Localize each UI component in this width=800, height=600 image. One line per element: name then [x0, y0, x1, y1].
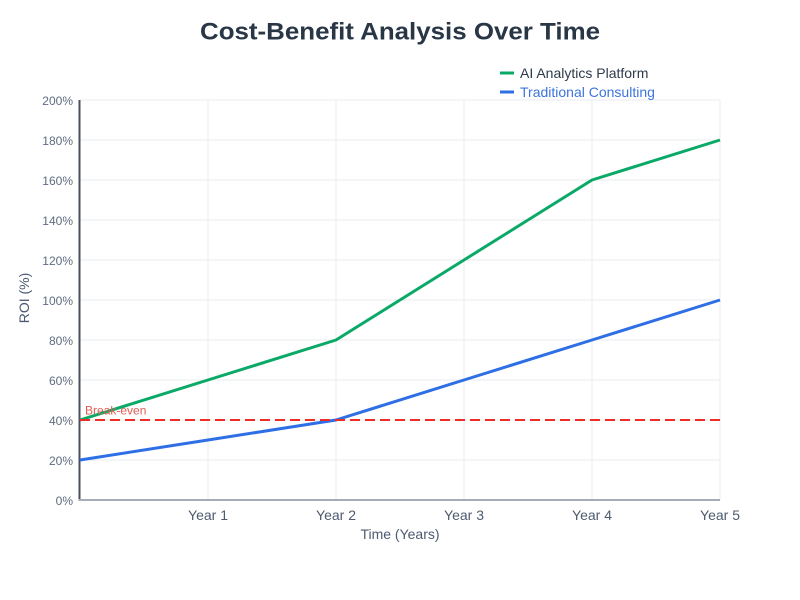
- svg-text:Year 5: Year 5: [700, 507, 740, 523]
- svg-text:120%: 120%: [42, 254, 73, 268]
- svg-text:Year 3: Year 3: [444, 507, 484, 523]
- svg-text:40%: 40%: [49, 414, 73, 428]
- svg-text:20%: 20%: [49, 454, 73, 468]
- svg-text:0%: 0%: [56, 494, 74, 508]
- svg-text:Year 1: Year 1: [188, 507, 228, 523]
- svg-text:180%: 180%: [42, 134, 73, 148]
- svg-text:Break-even: Break-even: [85, 404, 146, 418]
- svg-text:160%: 160%: [42, 174, 73, 188]
- svg-text:Year 2: Year 2: [316, 507, 356, 523]
- svg-text:140%: 140%: [42, 214, 73, 228]
- svg-text:ROI (%): ROI (%): [16, 273, 32, 324]
- svg-text:Year 4: Year 4: [572, 507, 612, 523]
- svg-text:100%: 100%: [42, 294, 73, 308]
- svg-text:80%: 80%: [49, 334, 73, 348]
- svg-text:200%: 200%: [42, 94, 73, 108]
- svg-text:Cost-Benefit Analysis Over Tim: Cost-Benefit Analysis Over Time: [200, 19, 600, 46]
- svg-text:Traditional Consulting: Traditional Consulting: [520, 84, 655, 100]
- svg-text:AI Analytics Platform: AI Analytics Platform: [520, 65, 648, 81]
- svg-text:Time (Years): Time (Years): [360, 526, 439, 542]
- svg-text:60%: 60%: [49, 374, 73, 388]
